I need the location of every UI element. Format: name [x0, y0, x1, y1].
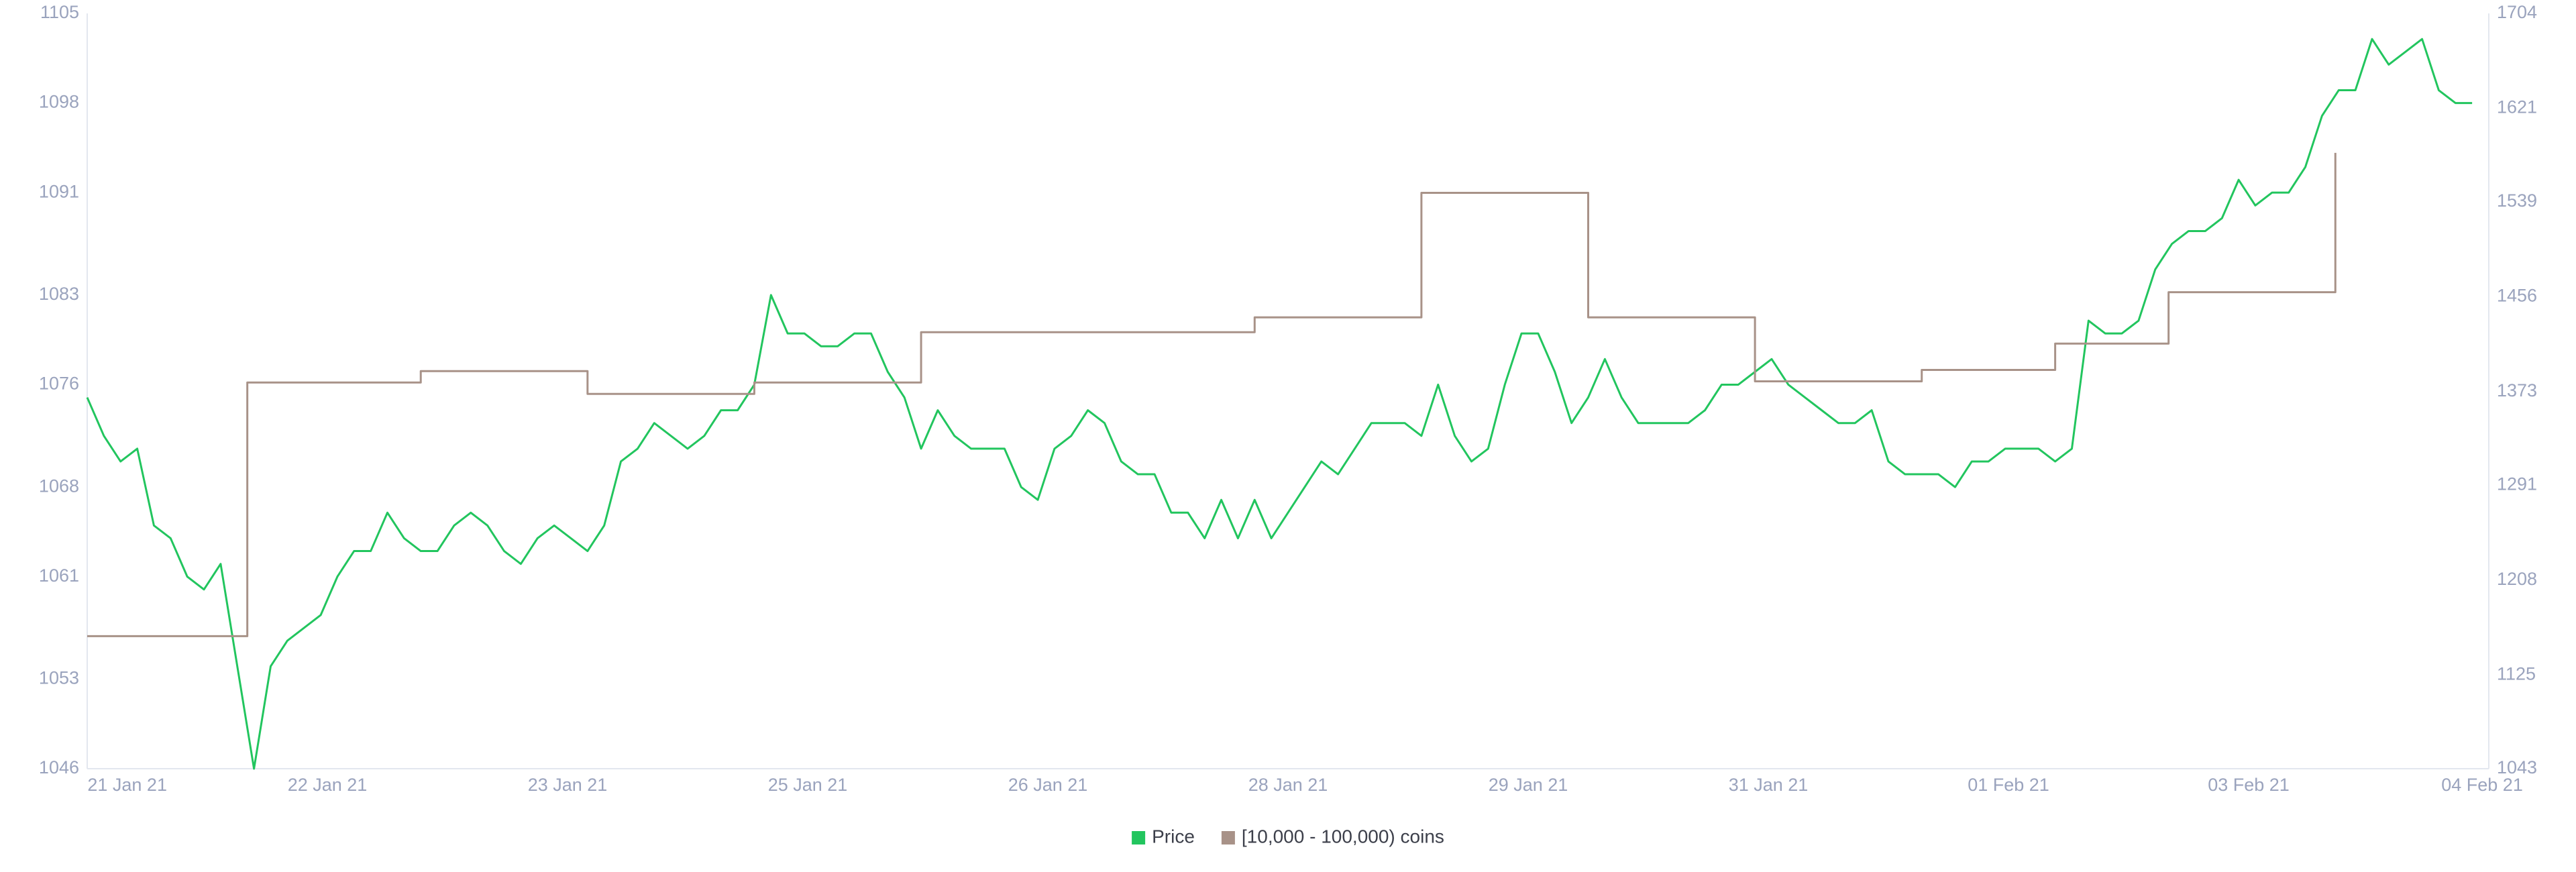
x-tick-label: 04 Feb 21 — [2441, 775, 2523, 795]
y-tick-label: 1061 — [39, 565, 79, 586]
y2-tick-label: 1291 — [2497, 474, 2537, 494]
y2-tick-label: 1043 — [2497, 757, 2537, 777]
y2-tick-label: 1539 — [2497, 190, 2537, 211]
y-tick-label: 1046 — [39, 757, 79, 777]
x-tick-label: 29 Jan 21 — [1489, 775, 1568, 795]
legend-label: Price — [1152, 826, 1195, 847]
series-line — [86, 38, 2473, 770]
y2-tick-label: 1456 — [2497, 286, 2537, 306]
legend-label: [10,000 - 100,000) coins — [1242, 826, 1444, 847]
y-tick-label: 1083 — [39, 284, 79, 304]
x-tick-label: 21 Jan 21 — [87, 775, 167, 795]
legend-swatch — [1132, 831, 1146, 844]
x-tick-label: 01 Feb 21 — [1968, 775, 2049, 795]
y2-tick-label: 1373 — [2497, 380, 2537, 400]
legend-swatch — [1221, 831, 1235, 844]
y2-tick-label: 1125 — [2497, 663, 2536, 684]
series-line — [87, 152, 2337, 637]
y2-tick-label: 1704 — [2497, 2, 2537, 22]
y-tick-label: 1105 — [40, 2, 79, 22]
y2-tick-label: 1621 — [2497, 97, 2537, 117]
y-tick-label: 1053 — [39, 668, 79, 688]
y-tick-label: 1068 — [39, 476, 79, 496]
x-tick-label: 03 Feb 21 — [2208, 775, 2290, 795]
x-tick-label: 23 Jan 21 — [528, 775, 608, 795]
y-tick-label: 1091 — [39, 181, 79, 201]
x-tick-label: 25 Jan 21 — [768, 775, 848, 795]
y2-tick-label: 1208 — [2497, 569, 2537, 589]
x-tick-label: 26 Jan 21 — [1008, 775, 1088, 795]
x-tick-label: 28 Jan 21 — [1248, 775, 1328, 795]
x-tick-label: 22 Jan 21 — [288, 775, 368, 795]
y-tick-label: 1098 — [39, 92, 79, 112]
x-tick-label: 31 Jan 21 — [1729, 775, 1809, 795]
y-tick-label: 1076 — [39, 374, 79, 394]
